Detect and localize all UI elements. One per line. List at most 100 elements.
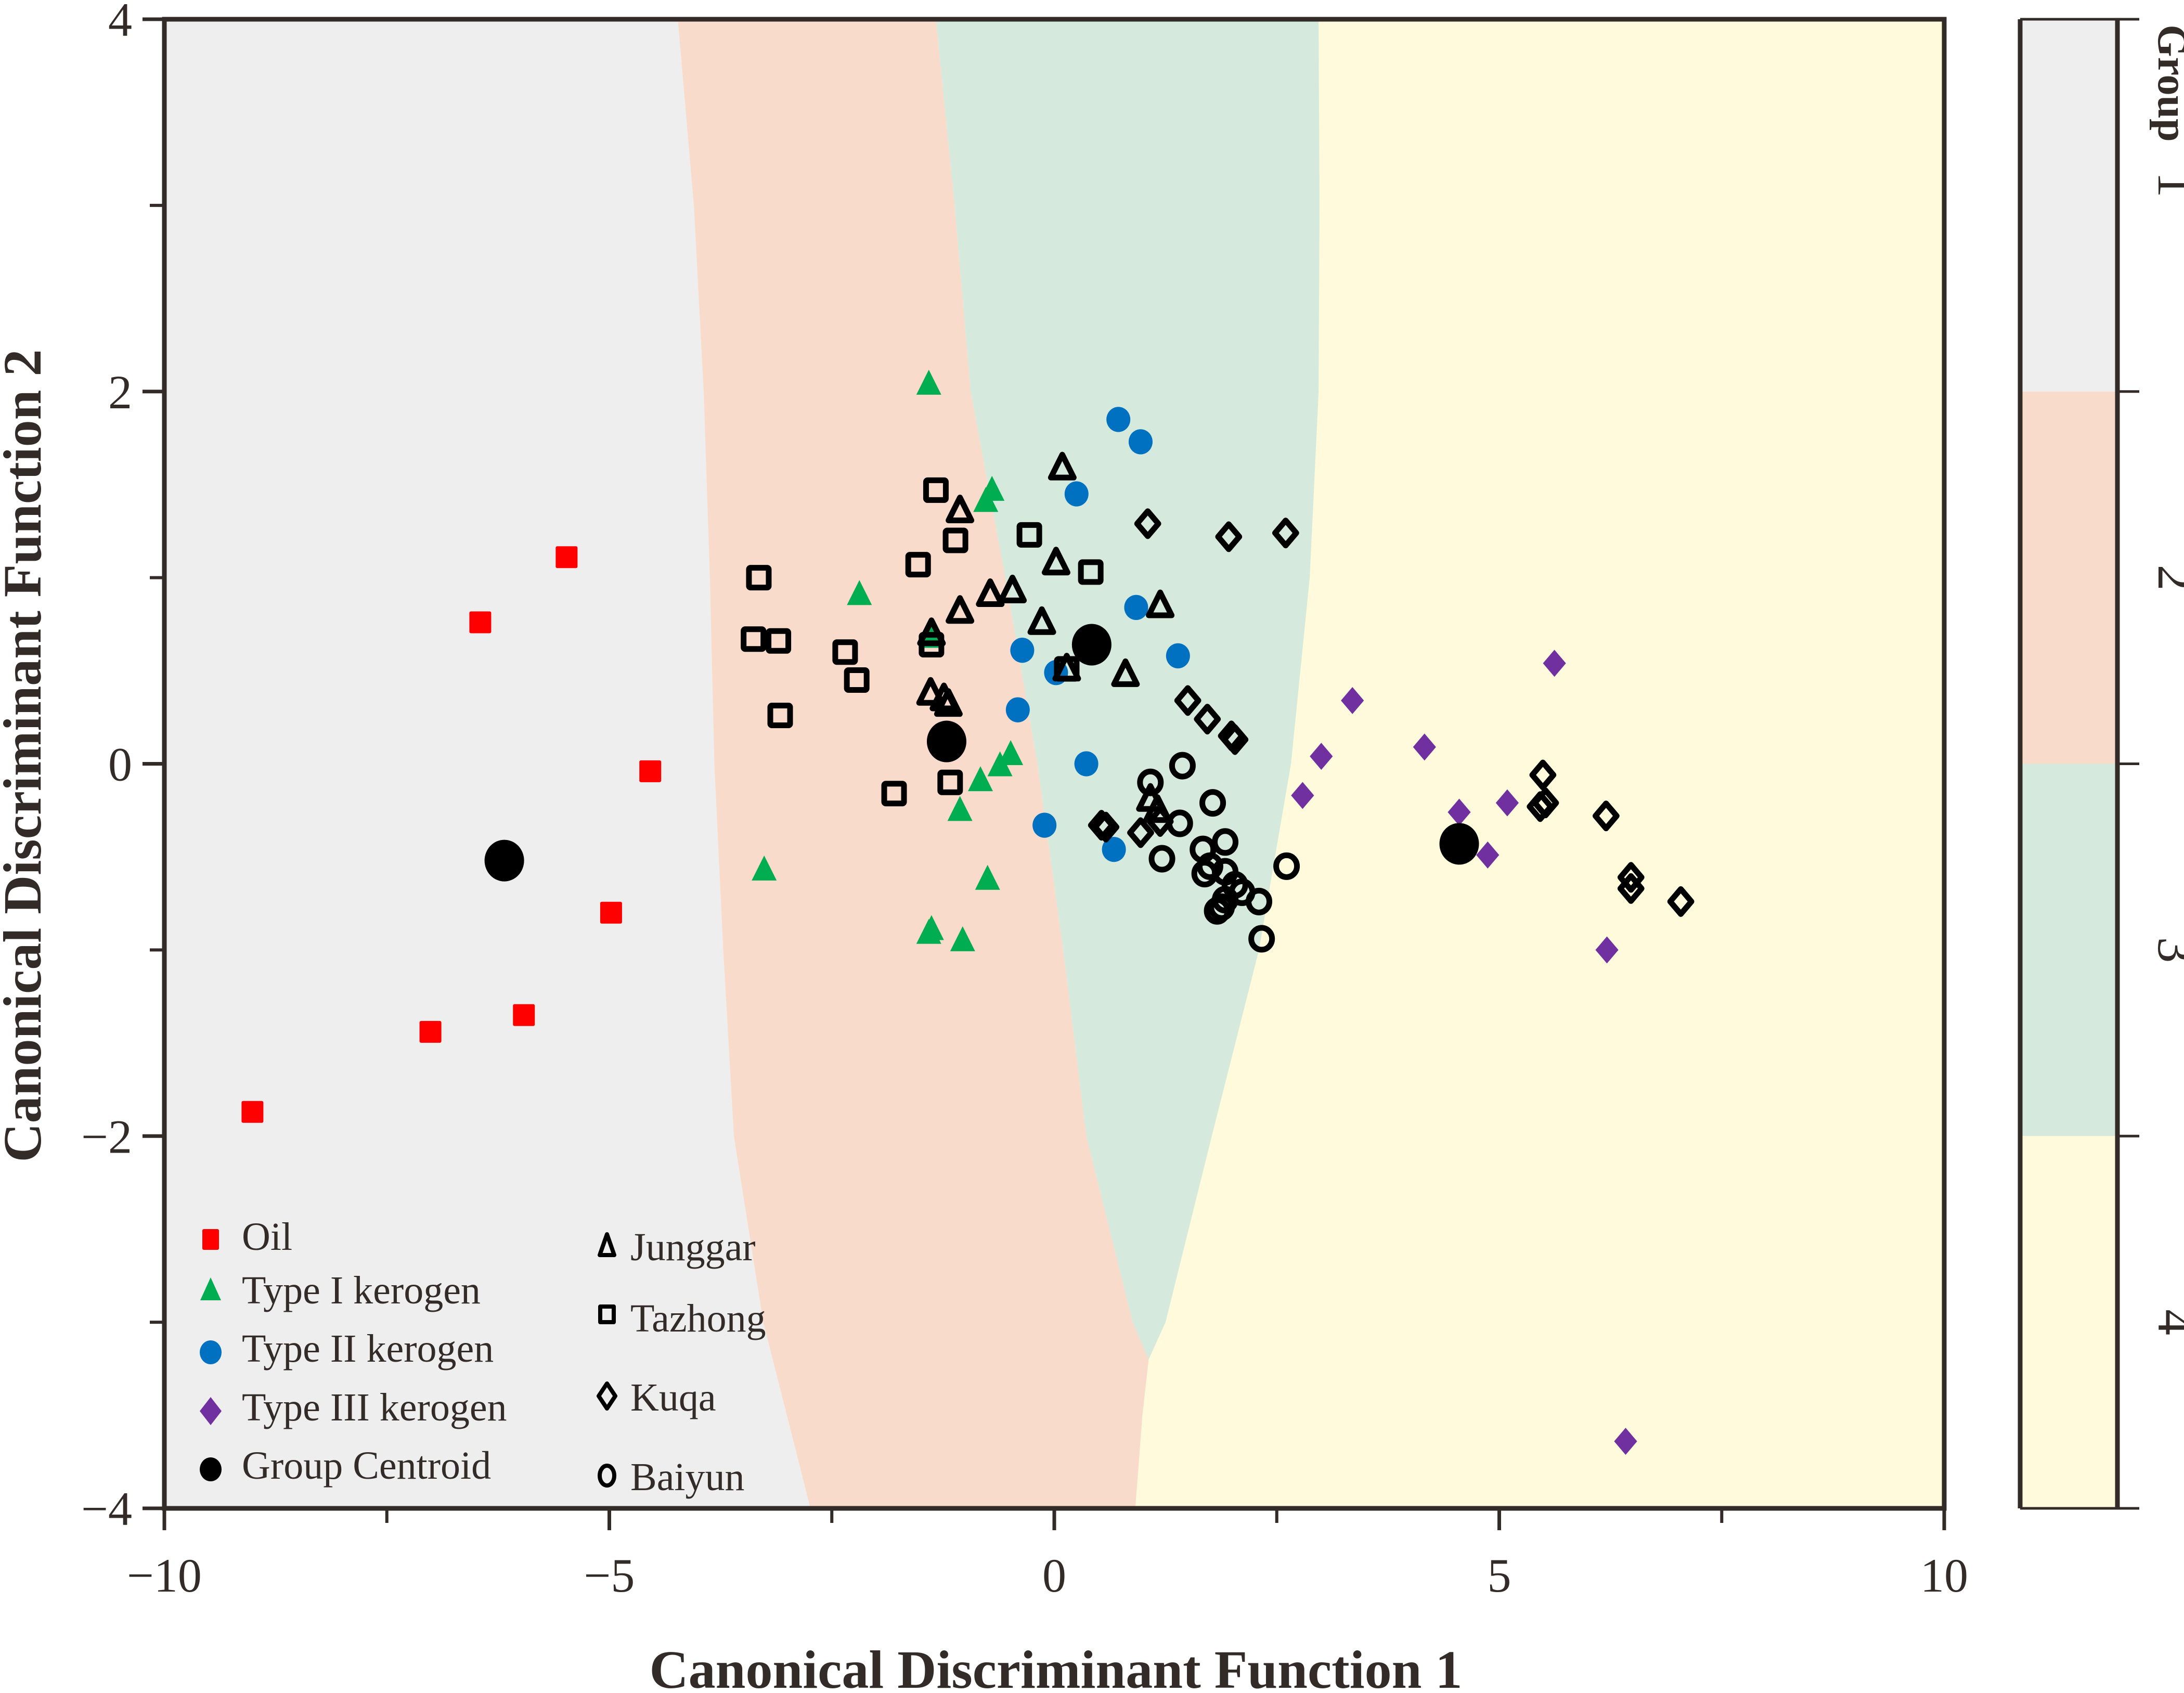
point-junggar (1111, 658, 1140, 687)
x-tick-label: −5 (584, 1549, 635, 1602)
legend-marker (200, 1277, 221, 1300)
y-tick-label: −4 (81, 1482, 132, 1535)
colorbar-segment-3 (2020, 764, 2117, 1136)
point-type-i-kerogen (998, 740, 1024, 766)
legend-label: Type II kerogen (242, 1327, 494, 1371)
point-oil (469, 611, 492, 634)
point-type-i-kerogen (973, 487, 999, 512)
point-baiyun (1248, 925, 1275, 953)
legend-item-kuqa: Kuqa (597, 1376, 716, 1419)
point-kuqa (1529, 759, 1557, 791)
point-junggar (916, 677, 945, 706)
point-junggar (934, 688, 963, 717)
point-junggar (998, 574, 1027, 603)
x-tick-label: 5 (1488, 1549, 1511, 1602)
legend-marker (202, 1229, 219, 1250)
point-type-ii-kerogen (1106, 407, 1131, 432)
legend-item-baiyun: Baiyun (598, 1455, 745, 1499)
point-kuqa (1532, 787, 1559, 819)
point-tazhong (741, 626, 767, 652)
legend-marker (597, 1381, 617, 1411)
point-type-i-kerogen (950, 926, 975, 951)
point-junggar (946, 595, 975, 624)
x-tick-label: 10 (1920, 1549, 1968, 1602)
legend-item-tazhong: Tazhong (598, 1297, 766, 1340)
y-axis-title: Canonical Discriminant Function 2 (0, 350, 53, 1162)
point-type-i-kerogen (975, 864, 1000, 890)
point-group-centroid (1071, 624, 1112, 666)
legend-item-type-ii-kerogen: Type II kerogen (200, 1327, 494, 1371)
point-kuqa (1667, 886, 1695, 917)
colorbar-label: 4 (2147, 1309, 2184, 1335)
legend-label: Oil (242, 1215, 292, 1259)
point-kuqa (1617, 873, 1645, 904)
colorbar-title: Group (2149, 24, 2184, 141)
point-junggar (946, 494, 975, 523)
point-tazhong (767, 702, 793, 728)
point-kuqa (1592, 800, 1620, 832)
point-tazhong (937, 769, 963, 795)
point-type-iii-kerogen (1614, 1428, 1637, 1455)
point-kuqa (1127, 817, 1154, 848)
point-type-ii-kerogen (1074, 751, 1099, 777)
y-tick-label: 0 (108, 738, 132, 791)
legend-label: Tazhong (630, 1297, 766, 1340)
point-group-centroid (484, 839, 524, 882)
point-type-iii-kerogen (1495, 789, 1519, 817)
point-tazhong (905, 552, 931, 578)
point-kuqa (1174, 685, 1201, 716)
data-points (241, 369, 1695, 1455)
point-tazhong (923, 477, 949, 503)
point-kuqa (1194, 704, 1221, 735)
axes: −10 −5 0 5 10 4 2 0 −2 −4 (81, 0, 1968, 1602)
point-junggar (1048, 451, 1077, 481)
legend-label: Baiyun (630, 1455, 745, 1499)
point-junggar (1041, 547, 1070, 576)
legend-marker (200, 1457, 222, 1481)
point-baiyun (1148, 845, 1175, 873)
series-oil (241, 546, 662, 1123)
legend-label: Junggar (630, 1225, 756, 1269)
point-baiyun (1199, 789, 1226, 817)
point-baiyun (1212, 828, 1239, 856)
point-type-iii-kerogen (1476, 841, 1500, 869)
point-junggar (1146, 589, 1175, 618)
series-type-ii-kerogen (1005, 407, 1190, 862)
legend-label: Kuqa (630, 1376, 716, 1419)
point-type-ii-kerogen (1010, 638, 1035, 663)
point-baiyun (1246, 887, 1273, 915)
group-regions (164, 19, 1944, 1508)
x-tick-label: 0 (1042, 1549, 1066, 1602)
y-tick-label: 4 (108, 0, 132, 46)
series-tazhong (741, 477, 1104, 807)
point-type-i-kerogen (752, 855, 777, 881)
point-type-ii-kerogen (1102, 836, 1126, 862)
legend-label: Type III kerogen (242, 1386, 507, 1429)
point-baiyun (1137, 768, 1164, 796)
point-junggar (1027, 606, 1056, 635)
point-oil (555, 546, 578, 568)
legend-label: Type I kerogen (242, 1269, 481, 1312)
point-type-iii-kerogen (1413, 733, 1436, 761)
region-group-1 (164, 19, 811, 1508)
point-oil (600, 901, 622, 924)
point-tazhong (746, 565, 772, 591)
point-kuqa (1272, 518, 1299, 549)
legend-item-type-i-kerogen: Type I kerogen (200, 1269, 481, 1312)
point-baiyun (1166, 809, 1193, 837)
colorbar-label: 1 (2147, 172, 2184, 198)
point-kuqa (1092, 811, 1120, 843)
point-tazhong (766, 628, 792, 654)
point-baiyun (1191, 860, 1218, 888)
point-kuqa (1215, 521, 1243, 552)
point-type-ii-kerogen (1032, 812, 1057, 838)
point-baiyun (1169, 752, 1196, 780)
colorbar-label: 2 (2147, 565, 2184, 591)
point-tazhong (844, 667, 870, 693)
series-kuqa (1088, 508, 1695, 917)
point-type-ii-kerogen (1166, 643, 1190, 669)
point-type-i-kerogen (919, 915, 944, 940)
point-type-iii-kerogen (1341, 687, 1364, 714)
point-kuqa (1146, 806, 1174, 837)
